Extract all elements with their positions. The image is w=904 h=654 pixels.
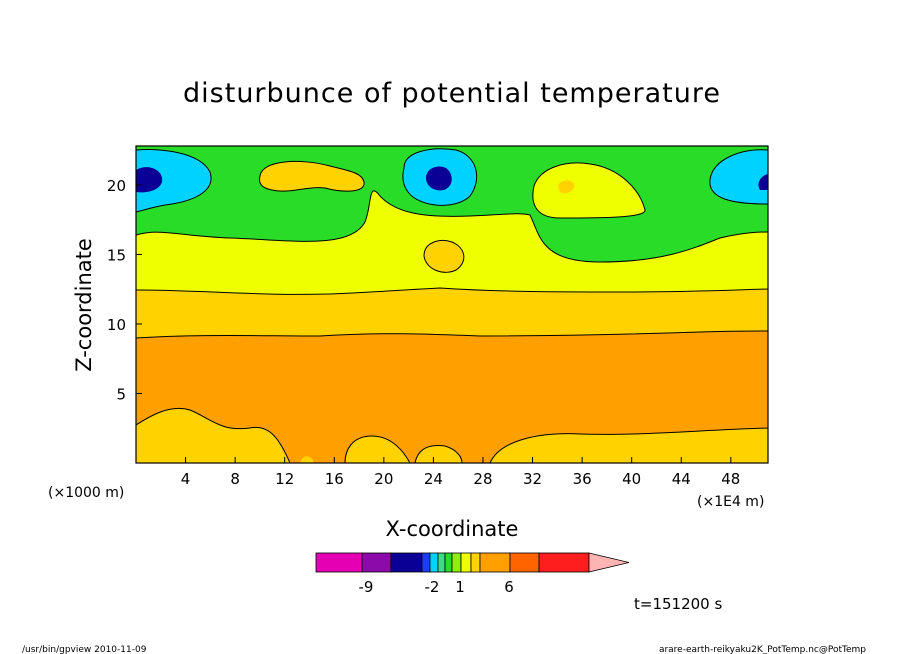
x-tick-label: 36 [573, 470, 592, 488]
plot-frame [135, 145, 769, 464]
y-tick-label: 15 [107, 246, 126, 264]
colorbar-tick-label: 1 [455, 578, 465, 596]
colorbar-tick-label: -2 [425, 578, 440, 596]
footer-right: arare-earth-reikyaku2K_PotTemp.nc@PotTem… [659, 645, 866, 654]
y-tick-label: 20 [107, 177, 126, 195]
colorbar-segment [437, 552, 446, 573]
colorbar-segment [444, 552, 453, 573]
x-unit-right: (×1E4 m) [697, 494, 764, 510]
x-tick-label: 24 [424, 470, 443, 488]
x-tick-label: 16 [325, 470, 344, 488]
colorbar-segment [451, 552, 462, 573]
colorbar-segment [361, 552, 392, 573]
time-label: t=151200 s [634, 595, 722, 613]
colorbar-labels: -9 -2 1 6 [359, 578, 514, 596]
x-tick-label: 32 [523, 470, 542, 488]
footer-left: /usr/bin/gpview 2010-11-09 [22, 645, 147, 654]
colorbar-segment [429, 552, 439, 573]
colorbar-segment [538, 552, 590, 573]
y-tick-label: 5 [116, 385, 126, 403]
colorbar-segment [470, 552, 481, 573]
colorbar-segment [509, 552, 540, 573]
colorbar-segment [390, 552, 423, 573]
colorbar-tick-label: -9 [359, 578, 374, 596]
x-tick-label: 4 [181, 470, 191, 488]
y-axis: 5 10 15 20 [107, 177, 142, 403]
x-tick-label: 48 [721, 470, 740, 488]
y-axis-label: Z-coordinate [72, 238, 96, 372]
x-unit-left: (×1000 m) [48, 485, 124, 501]
contour-field [136, 146, 768, 463]
x-tick-label: 12 [275, 470, 294, 488]
colorbar-segment [315, 552, 363, 573]
colorbar-tick-label: 6 [504, 578, 514, 596]
colorbar [315, 552, 630, 573]
x-tick-label: 40 [622, 470, 641, 488]
x-axis-label: X-coordinate [386, 517, 519, 541]
colorbar-segment [479, 552, 511, 573]
colorbar-segment [460, 552, 472, 573]
x-tick-label: 28 [473, 470, 492, 488]
colorbar-extension [588, 552, 630, 573]
x-tick-label: 8 [230, 470, 240, 488]
x-axis: 4 8 12 16 20 24 28 32 36 40 44 48 [181, 457, 740, 488]
colorbar-segment [421, 552, 431, 573]
y-tick-label: 10 [107, 316, 126, 334]
x-tick-label: 20 [374, 470, 393, 488]
x-tick-label: 44 [672, 470, 691, 488]
chart-title: disturbunce of potential temperature [183, 78, 721, 109]
